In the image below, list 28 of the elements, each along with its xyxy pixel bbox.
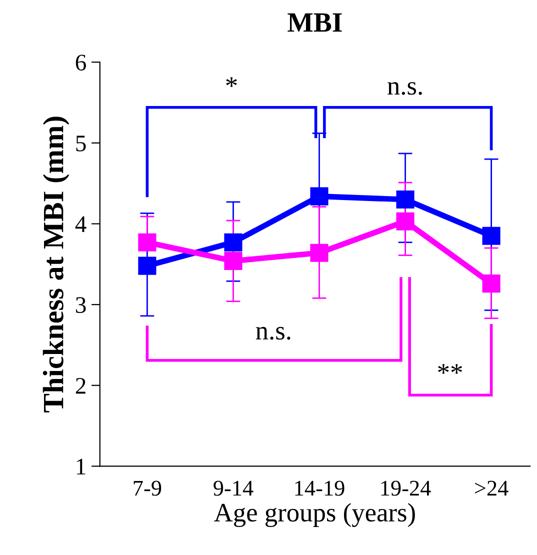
y-tick-label: 6 <box>76 54 86 71</box>
point <box>138 233 156 252</box>
annotation: n.s. <box>388 82 422 95</box>
point <box>310 187 328 206</box>
point <box>224 233 242 252</box>
annotation: n.s. <box>256 326 290 340</box>
y-axis-title: Thickness at MBI (mm) <box>42 116 70 412</box>
y-tick-label: 4 <box>75 216 86 232</box>
point <box>224 252 242 270</box>
x-tick-label: 19-24 <box>381 480 431 496</box>
x-tick-label: >24 <box>475 480 508 496</box>
point <box>396 212 414 230</box>
annotation: ** <box>438 364 462 374</box>
y-tick-label: 5 <box>76 136 86 152</box>
y-tick-label: 2 <box>76 378 86 394</box>
point <box>310 244 328 262</box>
x-tick-label: 7-9 <box>134 480 162 496</box>
x-axis-title: Age groups (years) <box>214 503 415 528</box>
chart-title: MBI <box>288 13 342 32</box>
point <box>396 190 414 209</box>
point <box>138 256 156 275</box>
x-tick-label: 14-19 <box>295 480 344 496</box>
y-tick-label: 1 <box>76 458 86 474</box>
x-tick-label: 9-14 <box>214 480 254 496</box>
point <box>482 226 500 245</box>
point <box>482 274 500 293</box>
annotation: * <box>226 77 237 87</box>
y-tick-label: 3 <box>76 297 86 314</box>
